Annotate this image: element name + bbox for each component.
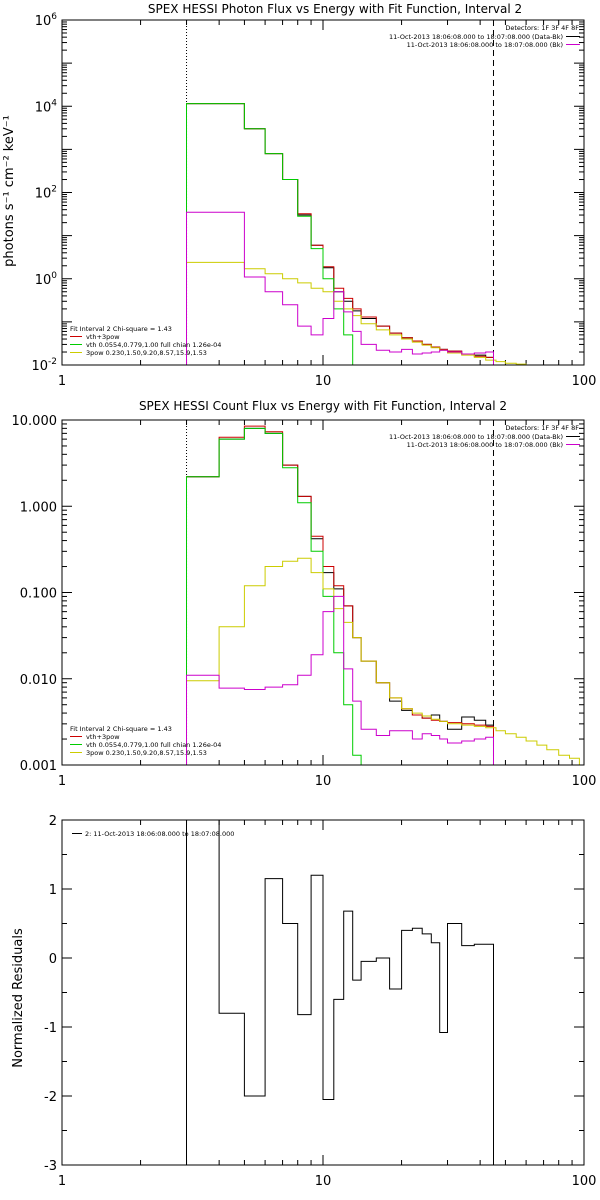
residuals-y-tick-label: 0 xyxy=(49,952,57,967)
count-flux-series-3pow xyxy=(186,557,580,765)
photon-flux-fit-legend-entry: vth 0.0554,0.779,1.00 full chian 1.26e-0… xyxy=(86,341,221,349)
count-flux-y-tick-label: 10.000 xyxy=(12,414,58,429)
residuals-frame xyxy=(61,819,585,1166)
count-flux-x-tick-label: 10 xyxy=(315,774,332,789)
photon-flux-x-tick-label: 10 xyxy=(315,374,332,389)
count-flux-y-tick-label: 0.001 xyxy=(20,759,57,774)
count-flux-fit-legend-header: Fit Interval 2 Chi-square = 1.43 xyxy=(70,725,172,733)
residuals-x-tick-label: 1 xyxy=(58,1174,66,1189)
residuals-y-tick-label: 1 xyxy=(49,883,57,898)
photon-flux-y-tick-label: 106 xyxy=(35,12,58,29)
count-flux-fit-legend-entry: 3pow 0.230,1.50,9.20,8.57,15.9,1.53 xyxy=(86,749,207,757)
residuals-y-tick-label: -1 xyxy=(44,1021,57,1036)
photon-flux-fit-legend-entry: 3pow 0.230,1.50,9.20,8.57,15.9,1.53 xyxy=(86,349,207,357)
photon-flux-y-tick-label: 10-2 xyxy=(31,357,57,374)
count-flux-legend-bottom: Fit Interval 2 Chi-square = 1.43vth+3pow… xyxy=(70,725,221,757)
photon-flux-frame xyxy=(61,19,585,366)
residuals-x-tick-label: 10 xyxy=(315,1174,332,1189)
residuals-panel: Normalized Residuals -3 -2 -1 0 1 2 1 10 100 2:… xyxy=(11,814,596,1189)
count-flux-panel: SPEX HESSI Count Flux vs Energy with Fit… xyxy=(12,399,597,789)
count-flux-legend-entry: 11-Oct-2013 18:06:08.000 to 18:07:08.000… xyxy=(407,441,563,449)
count-flux-fit-legend-entry: vth 0.0554,0.779,1.00 full chian 1.26e-0… xyxy=(86,741,221,749)
residuals-series xyxy=(186,820,494,1165)
residuals-series-residuals xyxy=(186,820,494,1165)
photon-flux-y-tick-label: 104 xyxy=(35,98,58,115)
residuals-x-tick-label: 100 xyxy=(572,1174,597,1189)
count-flux-series-bk xyxy=(186,595,494,765)
photon-flux-fit-legend-header: Fit Interval 2 Chi-square = 1.43 xyxy=(70,325,172,333)
photon-flux-title: SPEX HESSI Photon Flux vs Energy with Fi… xyxy=(148,2,522,16)
count-flux-x-ticks: 1 10 100 xyxy=(58,420,597,789)
photon-flux-legend-bottom: Fit Interval 2 Chi-square = 1.43vth+3pow… xyxy=(70,325,221,357)
photon-flux-y-tick-label: 100 xyxy=(35,271,58,288)
count-flux-series xyxy=(186,425,580,765)
photon-flux-legend-entry: 11-Oct-2013 18:06:08.000 to 18:07:08.000… xyxy=(389,33,563,41)
count-flux-series-vth xyxy=(186,427,362,765)
count-flux-x-tick-label: 1 xyxy=(58,774,66,789)
residuals-legend-top: 2: 11-Oct-2013 18:06:08.000 to 18:07:08.… xyxy=(72,830,234,838)
count-flux-legend-header: Detectors: 1F 3F 4F 8F xyxy=(505,424,579,432)
photon-flux-panel: SPEX HESSI Photon Flux vs Energy with Fi… xyxy=(2,2,596,389)
residuals-ylabel: Normalized Residuals xyxy=(11,928,26,1068)
photon-flux-series-bk xyxy=(186,211,494,365)
photon-flux-ylabel: photons s⁻¹ cm⁻² keV⁻¹ xyxy=(2,115,17,267)
residuals-y-tick-label: -3 xyxy=(44,1159,57,1174)
photon-flux-fit-legend-entry: vth+3pow xyxy=(86,333,120,341)
count-flux-fit-legend-entry: vth+3pow xyxy=(86,733,120,741)
residuals-y-tick-label: 2 xyxy=(49,814,57,829)
count-flux-y-tick-label: 0.010 xyxy=(20,673,57,688)
photon-flux-legend-header: Detectors: 1F 3F 4F 8F xyxy=(505,24,579,32)
count-flux-y-ticks: 0.001 0.010 0.100 1.000 10.000 xyxy=(12,414,584,774)
photon-flux-x-tick-label: 100 xyxy=(572,374,597,389)
photon-flux-x-tick-label: 1 xyxy=(58,374,66,389)
count-flux-legend-entry: 11-Oct-2013 18:06:08.000 to 18:07:08.000… xyxy=(389,433,563,441)
photon-flux-series-vth xyxy=(186,103,362,365)
count-flux-y-tick-label: 1.000 xyxy=(20,500,57,515)
residuals-legend-entry: 2: 11-Oct-2013 18:06:08.000 to 18:07:08.… xyxy=(85,830,234,838)
count-flux-y-tick-label: 0.100 xyxy=(20,587,57,602)
photon-flux-y-tick-label: 102 xyxy=(35,185,57,202)
count-flux-frame xyxy=(61,419,585,766)
count-flux-x-tick-label: 100 xyxy=(572,774,597,789)
residuals-y-tick-label: -2 xyxy=(44,1090,57,1105)
count-flux-title: SPEX HESSI Count Flux vs Energy with Fit… xyxy=(139,399,507,413)
photon-flux-vlines xyxy=(186,20,494,365)
photon-flux-y-ticks: 10-2 100 102 104 106 xyxy=(31,12,584,374)
photon-flux-series-3pow xyxy=(186,261,538,365)
photon-flux-legend-entry: 11-Oct-2013 18:06:08.000 to 18:07:08.000… xyxy=(407,41,563,49)
photon-flux-series xyxy=(186,103,538,365)
